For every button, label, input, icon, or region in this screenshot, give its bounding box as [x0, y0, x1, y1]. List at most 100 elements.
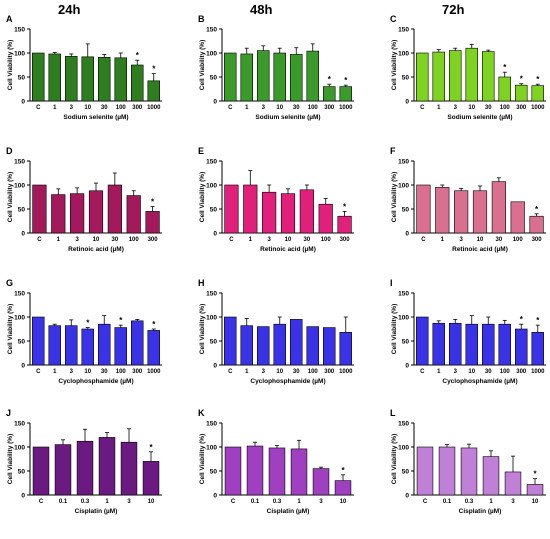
x-tick-label: 3	[70, 369, 74, 375]
y-tick-label: 150	[14, 291, 25, 298]
x-tick-label: 1	[53, 369, 57, 375]
bar	[449, 322, 462, 366]
panel-letter: F	[390, 146, 396, 156]
bar	[432, 322, 445, 366]
y-tick-label: 150	[398, 27, 409, 34]
significance-star: *	[149, 443, 153, 452]
x-tick-label: 1000	[147, 369, 161, 375]
x-tick-label: 30	[101, 105, 108, 111]
significance-star: *	[343, 202, 347, 211]
bar	[98, 437, 116, 496]
x-tick-label: 3	[511, 499, 515, 505]
significance-star: *	[533, 470, 537, 479]
x-tick-label: 100	[116, 369, 127, 375]
bar	[515, 84, 528, 102]
significance-star: *	[536, 75, 540, 84]
significance-star: *	[136, 51, 140, 60]
bar	[531, 85, 544, 102]
bar	[98, 57, 111, 102]
significance-star: *	[152, 320, 156, 329]
bar	[454, 190, 469, 234]
y-axis-label: Cell Viability (%)	[391, 172, 398, 222]
x-axis-label: Cisplatin (µM)	[459, 508, 502, 515]
y-tick-label: 50	[18, 207, 26, 214]
bar	[323, 86, 336, 102]
x-tick-label: C	[228, 369, 233, 375]
bar	[290, 319, 303, 366]
bar	[498, 323, 511, 366]
bar	[32, 316, 45, 366]
y-axis-label: Cell Viability (%)	[199, 434, 206, 484]
bar	[306, 326, 319, 366]
y-axis-label: Cell Viability (%)	[199, 40, 206, 90]
x-tick-label: 1	[437, 369, 441, 375]
bar	[339, 86, 352, 102]
significance-star: *	[341, 466, 345, 475]
bar	[460, 447, 478, 496]
x-tick-label: 1000	[531, 369, 545, 375]
x-axis-label: Cisplatin (µM)	[267, 508, 310, 515]
bar	[498, 76, 511, 102]
panel-letter: K	[198, 408, 205, 418]
bar	[531, 332, 544, 366]
x-axis-label: Sodium selenite (µM)	[63, 114, 128, 121]
x-tick-label: 3	[267, 237, 271, 243]
x-tick-label: 3	[75, 237, 79, 243]
x-tick-label: 10	[276, 105, 283, 111]
x-tick-label: 30	[496, 237, 503, 243]
significance-star: *	[119, 316, 123, 325]
x-tick-label: 300	[132, 105, 143, 111]
y-tick-label: 150	[14, 27, 25, 34]
y-tick-label: 50	[210, 75, 218, 82]
x-tick-label: 3	[319, 499, 323, 505]
bar	[142, 461, 160, 496]
bar	[491, 181, 506, 234]
y-tick-label: 150	[206, 159, 217, 166]
bar	[81, 56, 94, 102]
bar	[32, 446, 50, 496]
bar	[432, 51, 445, 102]
bar	[257, 50, 270, 102]
significance-star: *	[520, 75, 524, 84]
panel-letter: E	[198, 146, 204, 156]
bar	[416, 446, 434, 496]
y-tick-label: 0	[213, 231, 217, 238]
x-tick-label: 30	[485, 105, 492, 111]
significance-star: *	[86, 319, 90, 328]
x-tick-label: 10	[477, 237, 484, 243]
x-axis-label: Sodium selenite (µM)	[255, 114, 320, 121]
bar	[54, 444, 72, 496]
x-tick-label: C	[420, 105, 425, 111]
bar	[515, 328, 528, 366]
bar	[126, 195, 141, 234]
bar	[435, 187, 450, 234]
x-axis-label: Sodium selenite (µM)	[447, 114, 512, 121]
y-axis-label: Cell Viability (%)	[7, 434, 14, 484]
bar	[337, 215, 352, 234]
bar	[290, 448, 308, 496]
y-tick-label: 50	[18, 339, 26, 346]
panel-letter: J	[6, 408, 11, 418]
x-tick-label: 100	[500, 369, 511, 375]
x-axis-label: Cisplatin (µM)	[75, 508, 118, 515]
x-tick-label: 300	[132, 369, 143, 375]
x-tick-label: 10	[93, 237, 100, 243]
x-tick-label: 10	[84, 369, 91, 375]
bar	[246, 445, 264, 496]
y-tick-label: 150	[398, 421, 409, 428]
x-tick-label: 300	[532, 237, 543, 243]
bar	[145, 211, 160, 234]
y-tick-label: 50	[402, 339, 410, 346]
bar	[318, 203, 333, 234]
x-tick-label: C	[421, 237, 426, 243]
bar	[32, 184, 47, 234]
x-tick-label: C	[37, 237, 42, 243]
y-tick-label: 50	[18, 75, 26, 82]
panel-letter: H	[198, 278, 205, 288]
